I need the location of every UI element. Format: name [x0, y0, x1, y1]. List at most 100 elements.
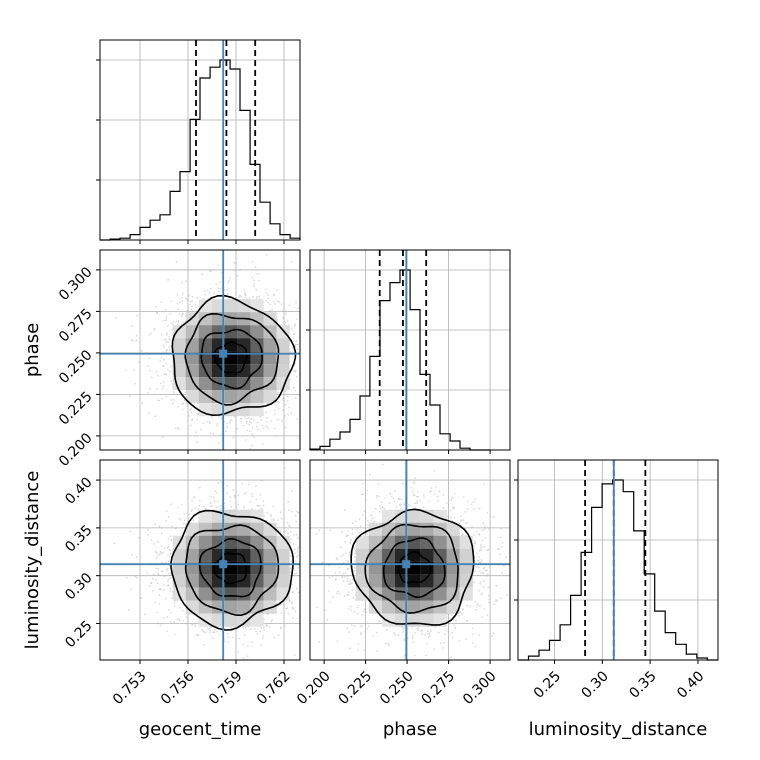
sample-point: [242, 657, 245, 659]
sample-point: [294, 343, 297, 346]
sample-point: [244, 292, 246, 294]
sample-point: [177, 320, 180, 323]
sample-point: [227, 641, 230, 643]
sample-point: [154, 305, 157, 308]
sample-point: [263, 629, 266, 631]
sample-point: [147, 391, 149, 394]
sample-point: [166, 630, 169, 633]
sample-point: [284, 403, 287, 406]
sample-point: [293, 534, 295, 536]
axes-frame: [309, 249, 511, 451]
sample-point: [262, 427, 265, 430]
sample-point: [202, 422, 205, 425]
sample-point: [252, 419, 255, 421]
sample-point: [194, 625, 197, 627]
sample-point: [271, 308, 274, 311]
density-cell: [224, 364, 238, 378]
sample-point: [274, 427, 276, 430]
sample-point: [295, 376, 298, 378]
sample-point: [286, 399, 289, 402]
density-cell: [198, 299, 212, 313]
sample-point: [242, 424, 245, 427]
sample-point: [241, 482, 244, 485]
sample-point: [288, 406, 291, 409]
sample-point: [198, 504, 201, 507]
sample-point: [214, 628, 216, 631]
sample-point: [157, 567, 160, 570]
sample-point: [191, 300, 193, 302]
sample-point: [283, 624, 286, 627]
sample-point: [170, 503, 173, 506]
sample-point: [297, 537, 299, 539]
sample-point: [162, 381, 165, 384]
sample-point: [220, 417, 223, 419]
sample-point: [149, 388, 151, 391]
sample-point: [291, 349, 294, 352]
sample-point: [183, 399, 186, 402]
sample-point: [180, 315, 183, 318]
sample-point: [182, 321, 185, 323]
sample-point: [189, 408, 192, 411]
sample-point: [155, 388, 158, 391]
sample-point: [224, 430, 227, 432]
sample-point: [177, 427, 180, 430]
sample-point: [147, 365, 149, 367]
sample-point: [160, 382, 162, 385]
density-cell: [250, 403, 264, 417]
axes-frame: [517, 459, 719, 661]
sample-point: [216, 630, 219, 633]
sample-point: [163, 547, 166, 550]
sample-point: [166, 546, 169, 549]
sample-point: [291, 327, 293, 330]
sample-point: [255, 630, 258, 633]
sample-point: [153, 327, 156, 330]
sample-point: [165, 349, 168, 351]
sample-point: [152, 590, 154, 592]
scatter-panel-geocent_time-vs-luminosity_distance: [96, 459, 301, 664]
sample-point: [280, 612, 283, 615]
sample-point: [286, 521, 289, 524]
sample-point: [181, 408, 184, 411]
sample-point: [135, 339, 138, 342]
sample-point: [228, 636, 230, 638]
sample-point: [290, 412, 293, 415]
sample-point: [216, 500, 219, 503]
sample-point: [147, 529, 149, 532]
sample-point: [290, 560, 293, 563]
sample-point: [196, 418, 199, 421]
sample-point: [203, 290, 206, 293]
sample-point: [259, 493, 262, 496]
sample-point: [173, 602, 176, 605]
sample-point: [159, 360, 162, 362]
sample-point: [165, 340, 168, 343]
sample-point: [256, 428, 259, 431]
sample-point: [270, 420, 272, 422]
sample-point: [162, 385, 165, 388]
sample-point: [176, 618, 179, 621]
sample-point: [146, 572, 148, 574]
sample-point: [248, 447, 251, 450]
sample-point: [293, 386, 295, 389]
sample-point: [163, 588, 165, 591]
density-cell: [250, 312, 264, 326]
sample-point: [270, 620, 273, 623]
sample-point: [133, 369, 136, 371]
sample-point: [295, 301, 297, 304]
sample-point: [267, 294, 270, 296]
density-cell: [172, 338, 186, 352]
sample-point: [285, 312, 287, 315]
sample-point: [179, 606, 182, 609]
sample-point: [290, 260, 293, 263]
sample-point: [286, 319, 289, 322]
sample-point: [206, 289, 209, 292]
sample-point: [262, 634, 265, 637]
sample-point: [247, 417, 250, 419]
sample-point: [226, 632, 229, 635]
sample-point: [251, 433, 254, 435]
sample-point: [163, 319, 165, 322]
sample-point: [261, 443, 264, 445]
sample-point: [226, 289, 229, 291]
sample-point: [229, 419, 232, 422]
sample-point: [206, 421, 208, 423]
